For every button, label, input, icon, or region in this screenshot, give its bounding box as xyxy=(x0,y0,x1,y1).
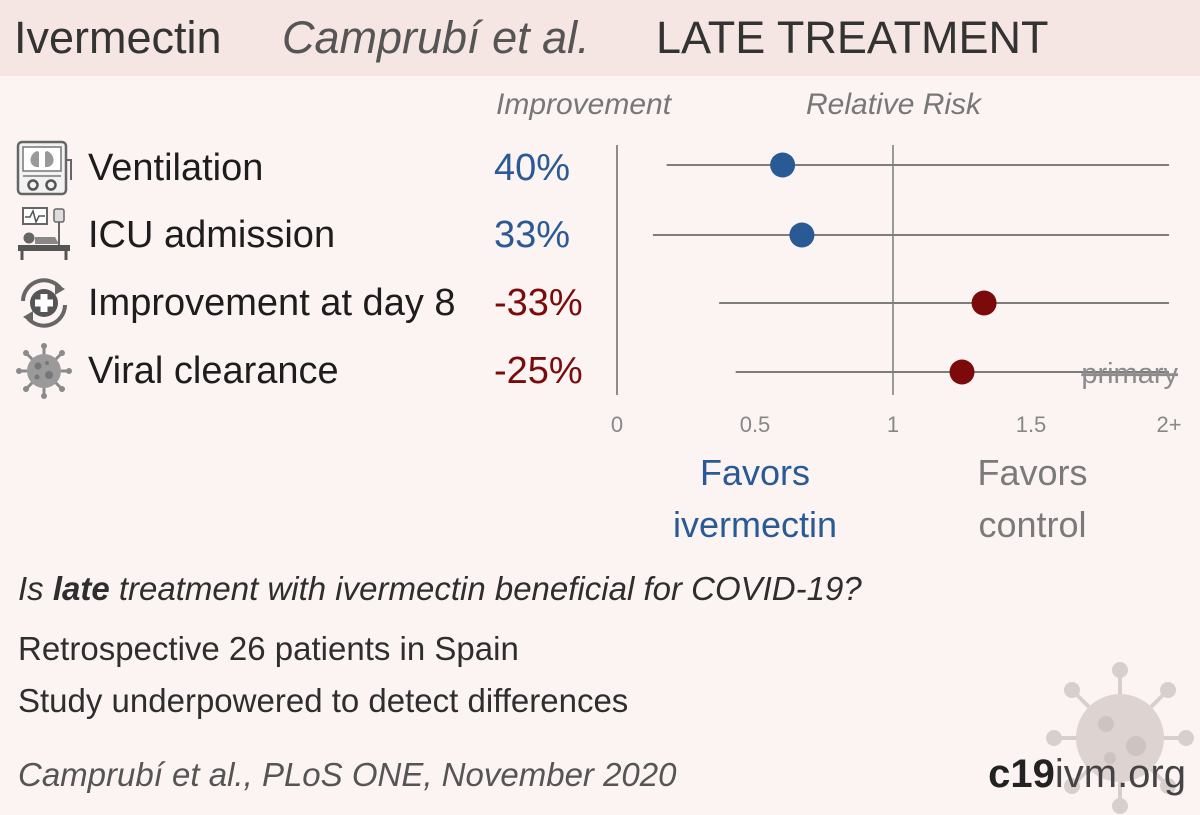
question-suffix: treatment with ivermectin beneficial for… xyxy=(109,570,862,607)
logo-regular-part: ivm.org xyxy=(1054,752,1186,796)
column-header-improvement: Improvement xyxy=(496,88,672,121)
row-value-improvement-day-8: -33% xyxy=(494,282,583,324)
row-value-icu-admission: 33% xyxy=(494,214,571,256)
x-tick-label-0: 0 xyxy=(611,412,623,437)
row-label-improvement-day-8: Improvement at day 8 xyxy=(88,282,456,324)
row-note-3: primary xyxy=(1081,358,1178,390)
favors-ivermectin-line1: Favors xyxy=(699,452,811,493)
site-logo[interactable]: c19ivm.org xyxy=(988,752,1186,797)
x-tick-label-3: 1.5 xyxy=(1016,412,1047,437)
estimate-point-0 xyxy=(770,152,796,178)
favors-control-label: Favors control xyxy=(950,447,1115,551)
title-bar: Ivermectin Camprubí et al. LATE TREATMEN… xyxy=(0,0,1200,76)
title-study: Camprubí et al. xyxy=(282,12,590,63)
row-label-ventilation: Ventilation xyxy=(88,147,264,189)
estimate-point-1 xyxy=(789,222,815,248)
favors-control-line1: Favors xyxy=(977,452,1088,493)
favors-control-line2: control xyxy=(978,504,1087,545)
title-stage: LATE TREATMENT xyxy=(656,12,1049,63)
row-label-icu-admission: ICU admission xyxy=(88,214,336,256)
ventilator-icon xyxy=(16,140,72,196)
x-tick-label-4: 2+ xyxy=(1156,412,1181,437)
virus-icon xyxy=(16,343,72,399)
study-question: Is late treatment with ivermectin benefi… xyxy=(18,570,862,608)
logo-bold-part: c19 xyxy=(988,752,1055,796)
row-value-viral-clearance: -25% xyxy=(494,350,583,392)
question-emphasis: late xyxy=(52,570,110,607)
row-value-ventilation: 40% xyxy=(494,147,571,189)
estimate-point-2 xyxy=(971,290,997,316)
column-header-relative-risk: Relative Risk xyxy=(806,88,982,121)
x-tick-label-1: 0.5 xyxy=(740,412,771,437)
study-design: Retrospective 26 patients in Spain xyxy=(18,630,519,667)
estimate-point-3 xyxy=(949,359,975,385)
row-label-viral-clearance: Viral clearance xyxy=(88,350,339,392)
citation: Camprubí et al., PLoS ONE, November 2020 xyxy=(18,756,677,793)
favors-ivermectin-line2: ivermectin xyxy=(672,504,838,545)
virus-background-icon xyxy=(1046,662,1194,814)
study-power-note: Study underpowered to detect differences xyxy=(18,682,629,719)
title-drug: Ivermectin xyxy=(14,12,222,63)
favors-ivermectin-label: Favors ivermectin xyxy=(660,447,850,551)
question-prefix: Is xyxy=(18,570,53,607)
x-tick-label-2: 1 xyxy=(887,412,899,437)
forest-plot: primary 0 0.5 1 1.5 2+ xyxy=(611,145,1182,437)
icu-bed-icon xyxy=(18,207,70,260)
recovery-icon xyxy=(21,278,67,328)
